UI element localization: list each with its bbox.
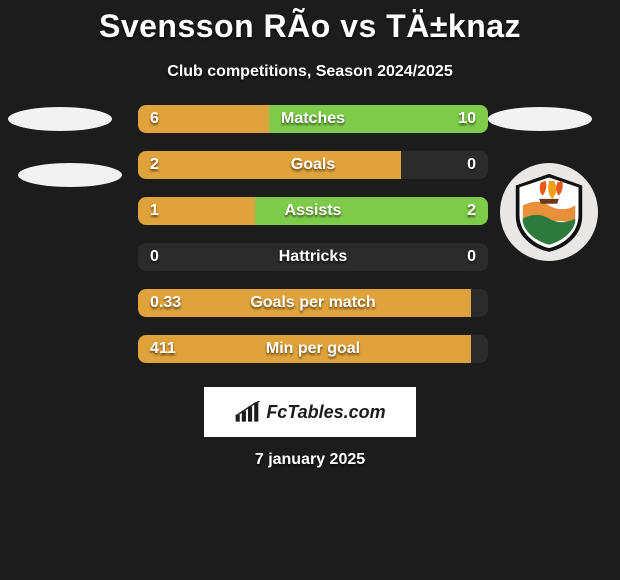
- stat-label: Hattricks: [138, 243, 488, 271]
- comparison-bars: 610Matches 20Goals 12Assists 00Hattricks 0.3…: [138, 105, 488, 381]
- stat-row: 20Goals: [138, 151, 488, 179]
- brand-box[interactable]: FcTables.com: [204, 387, 416, 437]
- stat-row: 0.33Goals per match: [138, 289, 488, 317]
- bars-chart-icon: [234, 401, 262, 423]
- brand-text: FcTables.com: [266, 402, 385, 423]
- stat-row: 12Assists: [138, 197, 488, 225]
- page-title: Svensson RÃo vs TÄ±knaz: [0, 0, 620, 45]
- brand-label: FcTables.com: [234, 401, 385, 423]
- team-left-logo-placeholder-2: [18, 163, 122, 187]
- crest-icon: [508, 171, 590, 253]
- stat-row: 411Min per goal: [138, 335, 488, 363]
- page-root: Svensson RÃo vs TÄ±knaz Club competition…: [0, 0, 620, 580]
- team-right-logo-placeholder: [488, 107, 592, 131]
- stat-label: Goals per match: [138, 289, 488, 317]
- stat-row: 00Hattricks: [138, 243, 488, 271]
- team-right-crest: [500, 163, 598, 261]
- generation-date: 7 january 2025: [0, 451, 620, 469]
- page-subtitle: Club competitions, Season 2024/2025: [0, 63, 620, 81]
- team-left-logo-placeholder: [8, 107, 112, 131]
- stat-label: Min per goal: [138, 335, 488, 363]
- stat-row: 610Matches: [138, 105, 488, 133]
- stat-label: Matches: [138, 105, 488, 133]
- stat-label: Goals: [138, 151, 488, 179]
- stat-label: Assists: [138, 197, 488, 225]
